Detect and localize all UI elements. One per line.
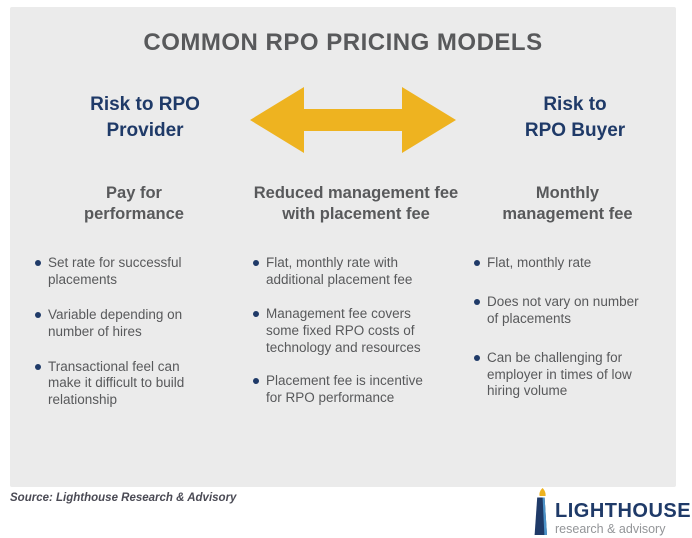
logo-wordmark: LIGHTHOUSE (555, 499, 692, 522)
lighthouse-logo: LIGHTHOUSE research & advisory (533, 488, 691, 536)
bullet-list: Flat, monthly rate with additional place… (242, 255, 428, 407)
pricing-models-panel: COMMON RPO PRICING MODELS Risk to RPO Pr… (10, 7, 676, 487)
source-attribution: Source: Lighthouse Research & Advisory (10, 492, 237, 504)
double-arrow-icon (250, 85, 456, 155)
bullet-list: Flat, monthly rate Does not vary on numb… (465, 255, 647, 400)
column-pay-for-performance: Pay for performance Set rate for success… (28, 183, 240, 427)
bullet-item: Placement fee is incentive for RPO perfo… (253, 373, 428, 407)
bullet-item: Set rate for successful placements (35, 255, 210, 289)
column-monthly-management-fee: Monthly management fee Flat, monthly rat… (465, 183, 670, 422)
logo-text: LIGHTHOUSE research & advisory (555, 501, 691, 536)
bullet-item: Does not vary on number of placements (474, 294, 647, 328)
risk-to-buyer-line2: RPO Buyer (524, 119, 626, 141)
column-heading: Pay for performance (84, 184, 184, 224)
risk-to-provider-label: Risk to RPO Provider (40, 92, 250, 143)
risk-to-provider-line2: Provider (106, 119, 184, 141)
lighthouse-icon (533, 488, 549, 536)
column-heading: Reduced management fee with placement fe… (253, 184, 459, 224)
column-heading: Monthly management fee (502, 184, 633, 224)
page-title: COMMON RPO PRICING MODELS (143, 29, 543, 56)
bullet-item: Management fee covers some fixed RPO cos… (253, 306, 428, 357)
bullet-item: Transactional feel can make it difficult… (35, 359, 210, 410)
logo-tagline: research & advisory (555, 521, 666, 536)
bullet-list: Set rate for successful placements Varia… (28, 255, 210, 409)
risk-to-provider-line1: Risk to RPO (90, 94, 200, 115)
column-reduced-management-fee: Reduced management fee with placement fe… (242, 183, 470, 424)
bullet-item: Flat, monthly rate (474, 255, 647, 272)
risk-to-buyer-label: Risk to RPO Buyer (470, 92, 680, 143)
bullet-item: Can be challenging for employer in times… (474, 350, 647, 401)
bullet-item: Flat, monthly rate with additional place… (253, 255, 428, 289)
bullet-item: Variable depending on number of hires (35, 307, 210, 341)
risk-to-buyer-line1: Risk to (543, 94, 607, 115)
